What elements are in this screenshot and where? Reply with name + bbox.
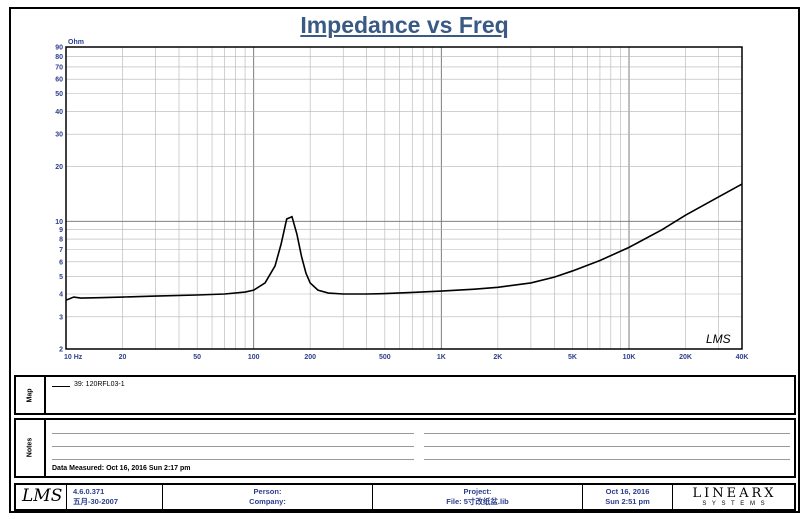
y-tick-label: 9: [59, 227, 63, 234]
data-measured-text: Data Measured: Oct 16, 2016 Sun 2:17 pm: [52, 465, 191, 472]
footer-bar: [14, 483, 796, 511]
footer-brand-cell: LINEARX S Y S T E M S: [672, 484, 796, 511]
footer-brand: LINEARX: [692, 486, 777, 501]
footer-time: Sun 2:51 pm: [605, 497, 650, 506]
x-tick-label: 10 Hz: [64, 354, 83, 361]
y-tick-label: 2: [59, 347, 63, 354]
plot-area: [65, 46, 743, 350]
footer-date-cell: Oct 16, 2016 Sun 2:51 pm: [582, 484, 672, 511]
note-line: [52, 446, 414, 447]
y-tick-label: 8: [59, 237, 63, 244]
footer-version-date: 五月-30-2007: [73, 497, 119, 506]
footer-company-label: Company:: [249, 497, 286, 506]
note-line: [52, 433, 414, 434]
note-line: [52, 459, 414, 460]
legend-panel: [14, 375, 796, 415]
footer-file-label: File: 5寸改纸盆.lib: [446, 497, 509, 506]
note-line: [424, 433, 790, 434]
y-tick-label: 7: [59, 247, 63, 254]
x-tick-label: 40K: [736, 354, 749, 361]
x-tick-label: 200: [304, 354, 316, 361]
y-tick-label: 50: [55, 91, 63, 98]
legend-panel-label-box: [14, 375, 46, 415]
x-tick-label: 500: [379, 354, 391, 361]
x-tick-label: 20: [119, 354, 127, 361]
chart-frame: [9, 7, 800, 513]
x-tick-labels: 10 Hz 20 50 100 200 500 1K 2K 5K 10K 20K 40K: [64, 354, 748, 361]
y-tick-label: 4: [59, 292, 63, 299]
y-tick-label: 80: [55, 54, 63, 61]
y-tick-label: 6: [59, 259, 63, 266]
y-tick-labels: 2 3 4 5 6 7 8 910 20 30 40 50 60 70 80 90: [55, 45, 63, 354]
x-tick-label: 2K: [493, 354, 502, 361]
series-line-120RFL03-1: [65, 183, 743, 301]
footer-lms-logo: LMS: [22, 486, 63, 506]
notes-panel-label-box: [14, 418, 46, 478]
y-tick-label: 3: [59, 314, 63, 321]
footer-person-cell: Person: Company:: [162, 484, 372, 511]
x-tick-label: 100: [248, 354, 260, 361]
footer-version: 4.6.0.371: [73, 487, 105, 496]
x-tick-label: 20K: [679, 354, 692, 361]
footer-project-label: Project:: [463, 487, 492, 496]
x-tick-label: 1K: [437, 354, 446, 361]
x-tick-label: 5K: [568, 354, 577, 361]
y-axis-label: Ohm: [68, 39, 84, 46]
chart-title: Impedance vs Freq: [300, 12, 509, 38]
y-tick-label: 30: [55, 132, 63, 139]
notes-panel-label: Notes: [26, 437, 34, 458]
y-tick-label: 10: [55, 219, 63, 226]
footer-brand-sub: S Y S T E M S: [702, 501, 767, 507]
legend-entry: 39: 120RFL03-1: [74, 381, 125, 388]
x-tick-label: 50: [193, 354, 201, 361]
y-tick-label: 90: [55, 45, 63, 52]
note-line: [424, 446, 790, 447]
y-tick-label: 70: [55, 64, 63, 71]
y-tick-label: 5: [59, 274, 63, 281]
legend-swatch: [52, 386, 70, 387]
chart-grid: [65, 46, 743, 350]
x-tick-label: 10K: [623, 354, 636, 361]
legend-panel-label: Map: [26, 388, 34, 403]
footer-version-cell: 4.6.0.371 五月-30-2007: [66, 484, 162, 511]
footer-person-label: Person:: [253, 487, 282, 496]
y-tick-label: 40: [55, 109, 63, 116]
footer-project-cell: Project: File: 5寸改纸盆.lib: [372, 484, 582, 511]
chart-lms-logo: LMS: [706, 332, 731, 346]
y-tick-label: 20: [55, 164, 63, 171]
footer-date: Oct 16, 2016: [605, 487, 650, 496]
note-line: [424, 459, 790, 460]
y-tick-label: 60: [55, 77, 63, 84]
